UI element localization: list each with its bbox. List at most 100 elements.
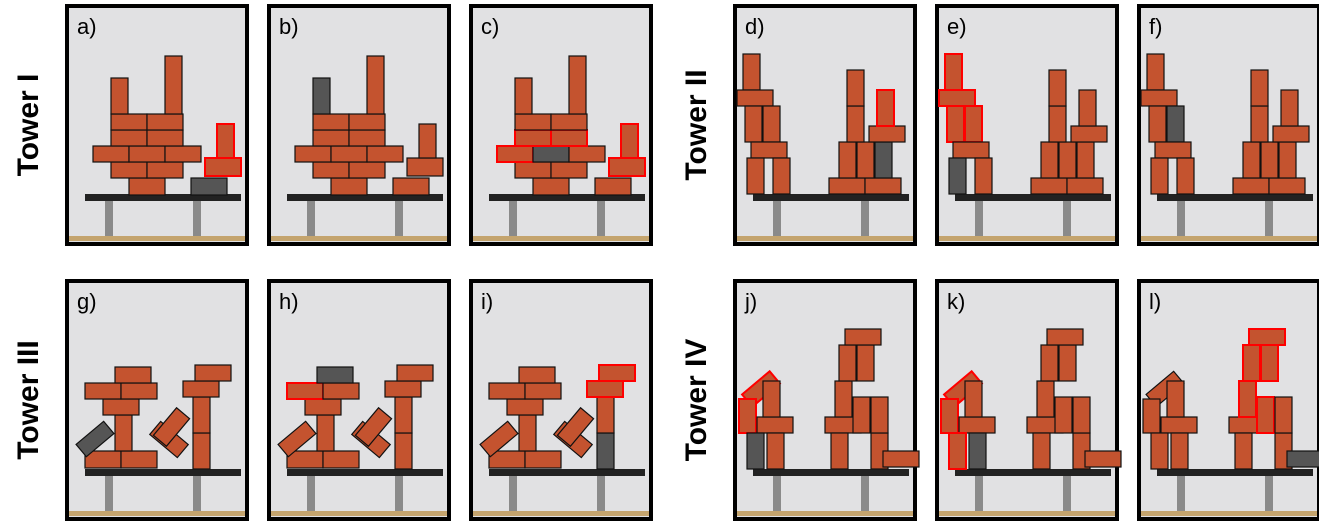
- table-top: [1157, 469, 1313, 476]
- brick: [772, 157, 791, 195]
- floor: [737, 511, 913, 516]
- brick: [110, 129, 148, 147]
- brick: [518, 366, 556, 384]
- brick: [506, 398, 544, 416]
- group-label: Tower I: [12, 74, 45, 177]
- brick: [762, 380, 781, 418]
- panel: h): [267, 279, 451, 521]
- table-top: [489, 194, 645, 201]
- floor: [473, 511, 649, 516]
- brick: [876, 89, 895, 127]
- panel-label: l): [1149, 289, 1161, 314]
- brick: [514, 161, 552, 179]
- brick: [550, 161, 588, 179]
- brick: [596, 396, 615, 434]
- table-leg: [105, 475, 113, 511]
- brick: [524, 382, 562, 400]
- brick: [1150, 157, 1169, 195]
- brick: [1150, 432, 1169, 470]
- brick: [146, 161, 184, 179]
- brick: [736, 89, 774, 107]
- brick: [164, 55, 183, 115]
- brick: [756, 416, 794, 434]
- table-top: [489, 469, 645, 476]
- floor: [1141, 236, 1317, 241]
- brick: [1160, 416, 1198, 434]
- brick: [330, 177, 368, 196]
- floor: [473, 236, 649, 241]
- panel-label: f): [1149, 14, 1162, 39]
- brick: [532, 177, 570, 196]
- brick: [1256, 396, 1275, 434]
- brick: [1058, 141, 1077, 179]
- brick: [348, 161, 386, 179]
- brick: [938, 89, 976, 107]
- brick: [394, 432, 413, 470]
- table-leg: [1265, 475, 1273, 511]
- brick: [312, 113, 350, 131]
- brick: [1058, 344, 1077, 382]
- panel-label: d): [745, 14, 765, 39]
- panel-label: k): [947, 289, 965, 314]
- table-top: [955, 469, 1111, 476]
- brick: [406, 157, 444, 177]
- brick: [882, 450, 920, 468]
- brick: [1234, 432, 1253, 470]
- brick: [974, 157, 993, 195]
- brick: [1148, 105, 1167, 143]
- brick: [940, 398, 959, 434]
- brick: [518, 414, 537, 452]
- brick: [948, 157, 967, 195]
- brick: [1242, 141, 1261, 179]
- table-leg: [597, 475, 605, 511]
- panel-label: h): [279, 289, 299, 314]
- panel: b): [267, 4, 451, 246]
- brick: [354, 406, 393, 448]
- panel: d): [733, 4, 917, 246]
- brick: [1036, 380, 1055, 418]
- brick: [568, 55, 587, 115]
- table-leg: [861, 200, 869, 236]
- brick: [1166, 380, 1185, 418]
- floor: [939, 236, 1115, 241]
- table-leg: [773, 475, 781, 511]
- brick: [1030, 177, 1068, 195]
- brick: [1040, 141, 1059, 179]
- brick: [1176, 157, 1195, 195]
- brick: [316, 366, 354, 384]
- brick: [294, 145, 332, 163]
- brick: [312, 129, 350, 147]
- table-leg: [975, 200, 983, 236]
- brick: [114, 414, 133, 452]
- brick: [1248, 328, 1286, 346]
- brick: [846, 69, 865, 107]
- brick: [594, 177, 632, 196]
- panel-label: c): [481, 14, 499, 39]
- brick: [532, 145, 570, 163]
- brick: [856, 344, 875, 382]
- brick: [744, 105, 763, 143]
- brick: [120, 382, 158, 400]
- brick: [1146, 53, 1165, 91]
- brick: [1140, 89, 1178, 107]
- table-top: [1157, 194, 1313, 201]
- brick: [742, 53, 761, 91]
- table-leg: [975, 475, 983, 511]
- table-leg: [307, 475, 315, 511]
- brick: [84, 382, 122, 400]
- panel-label: i): [481, 289, 493, 314]
- group-label: Tower II: [680, 69, 713, 180]
- panel: c): [469, 4, 653, 246]
- brick: [1260, 141, 1279, 179]
- brick: [1280, 89, 1299, 127]
- brick: [1048, 105, 1067, 143]
- brick: [596, 432, 615, 470]
- brick: [396, 364, 434, 382]
- table-leg: [193, 475, 201, 511]
- brick: [864, 177, 902, 195]
- floor: [271, 236, 447, 241]
- brick: [114, 366, 152, 384]
- brick: [277, 420, 317, 458]
- panel-label: a): [77, 14, 97, 39]
- brick: [1278, 141, 1297, 179]
